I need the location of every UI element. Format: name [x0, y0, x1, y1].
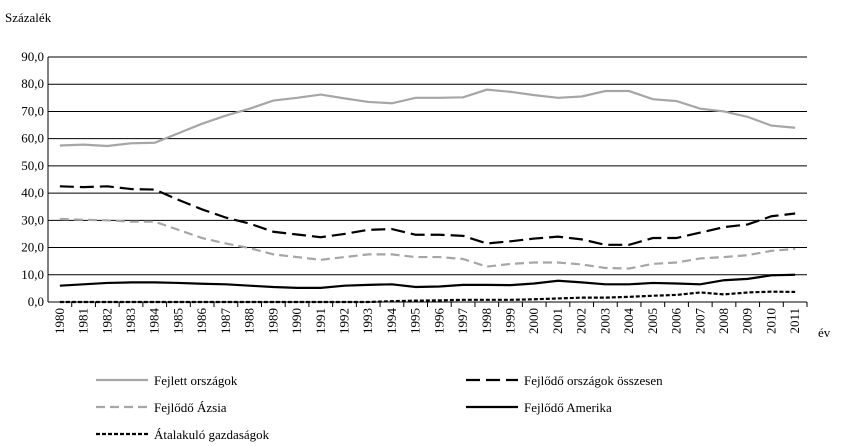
x-tick-label: 2002 [574, 308, 589, 334]
y-tick-label: 50,0 [21, 158, 44, 173]
legend-label: Fejlett országok [154, 373, 238, 388]
x-tick-label: 1998 [479, 308, 494, 334]
y-tick-label: 70,0 [21, 103, 44, 118]
y-tick-label: 10,0 [21, 267, 44, 282]
series-line [59, 290, 796, 304]
y-tick-label: 90,0 [21, 49, 44, 64]
x-tick-label: 2007 [692, 308, 707, 335]
series-line [59, 185, 796, 246]
y-tick-label: 40,0 [21, 185, 44, 200]
legend-label: Fejlődő országok összesen [524, 373, 663, 388]
y-tick-label: 60,0 [21, 131, 44, 146]
y-tick-label: 20,0 [21, 240, 44, 255]
y-axis-label: Százalék [5, 10, 52, 25]
x-tick-label: 2008 [716, 308, 731, 334]
legend-label: Fejlődő Ázsia [154, 400, 227, 415]
x-tick-label: 1996 [431, 308, 446, 335]
x-tick-label: 1993 [360, 308, 375, 334]
x-tick-label: 1997 [455, 308, 470, 335]
x-tick-label: 2004 [621, 308, 636, 335]
x-tick-label: 2005 [645, 308, 660, 334]
legend-label: Átalakuló gazdaságok [154, 427, 270, 442]
x-tick-label: 1994 [384, 308, 399, 335]
x-tick-label: 1985 [170, 308, 185, 334]
x-tick-label: 1984 [147, 308, 162, 335]
x-tick-label: 2009 [740, 308, 755, 334]
x-tick-label: 1983 [123, 308, 138, 334]
x-tick-label: 1982 [99, 308, 114, 334]
series-line [59, 88, 796, 148]
x-tick-label: 1987 [218, 308, 233, 335]
series-line [59, 217, 796, 270]
x-tick-label: 1999 [503, 308, 518, 334]
y-tick-label: 30,0 [21, 212, 44, 227]
series-line [59, 273, 796, 289]
x-tick-label: 2011 [787, 308, 802, 334]
x-tick-label: 1991 [313, 308, 328, 334]
x-tick-label: 2000 [526, 308, 541, 334]
x-axis-label: év [818, 325, 831, 340]
legend-label: Fejlődő Amerika [524, 400, 612, 415]
y-tick-label: 0,0 [28, 294, 44, 309]
x-tick-label: 1992 [336, 308, 351, 334]
x-tick-label: 1990 [289, 308, 304, 334]
x-tick-label: 2003 [597, 308, 612, 334]
x-tick-label: 1988 [242, 308, 257, 334]
x-tick-label: 2010 [763, 308, 778, 334]
x-tick-label: 1986 [194, 308, 209, 335]
x-tick-label: 1981 [76, 308, 91, 334]
x-tick-label: 1995 [408, 308, 423, 334]
x-tick-label: 1980 [52, 308, 67, 334]
y-tick-label: 80,0 [21, 76, 44, 91]
x-tick-label: 2006 [669, 308, 684, 335]
x-tick-label: 1989 [265, 308, 280, 334]
x-tick-label: 2001 [550, 308, 565, 334]
